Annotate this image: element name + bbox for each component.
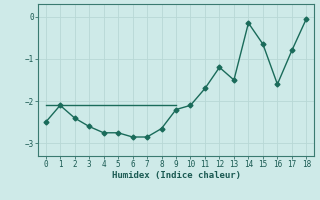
X-axis label: Humidex (Indice chaleur): Humidex (Indice chaleur) [111, 171, 241, 180]
